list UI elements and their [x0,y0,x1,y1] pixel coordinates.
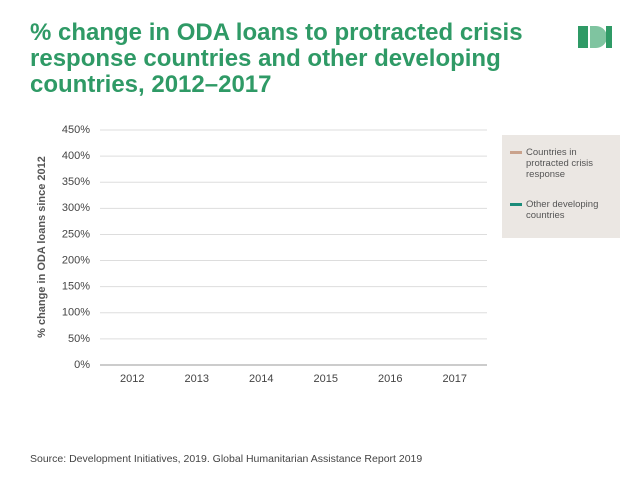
y-tick-label: 200% [62,254,90,266]
legend-label: Other developing countries [526,199,599,221]
legend-label: Countries in protracted crisis response [526,147,594,180]
y-tick-label: 350% [62,176,90,188]
y-tick-label: 300% [62,202,90,214]
legend-entry: Other developing countries [510,199,608,221]
x-tick-label: 2013 [185,373,209,385]
logo [578,26,612,48]
x-tick-label: 2012 [120,373,144,385]
y-tick-label: 50% [68,333,90,345]
y-tick-label: 450% [62,124,90,136]
y-tick-label: 150% [62,281,90,293]
logo-block [590,26,607,48]
y-tick-label: 0% [74,359,90,371]
x-tick-label: 2017 [443,373,467,385]
chart-title: % change in ODA loans to protracted cris… [30,19,523,98]
x-tick-label: 2014 [249,373,273,385]
x-tick-label: 2016 [378,373,402,385]
legend-swatch [510,203,522,206]
legend-swatch [510,151,522,154]
y-tick-label: 250% [62,228,90,240]
y-tick-label: 400% [62,150,90,162]
legend: Countries in protracted crisis response O… [502,135,620,238]
x-tick-label: 2015 [314,373,338,385]
logo-block [606,26,612,48]
legend-entry: Countries in protracted crisis response [510,147,608,180]
source: Source: Development Initiatives, 2019. G… [30,453,423,465]
y-tick-label: 100% [62,307,90,319]
y-axis-label: % change in ODA loans since 2012 [36,156,48,338]
logo-block [578,26,588,48]
